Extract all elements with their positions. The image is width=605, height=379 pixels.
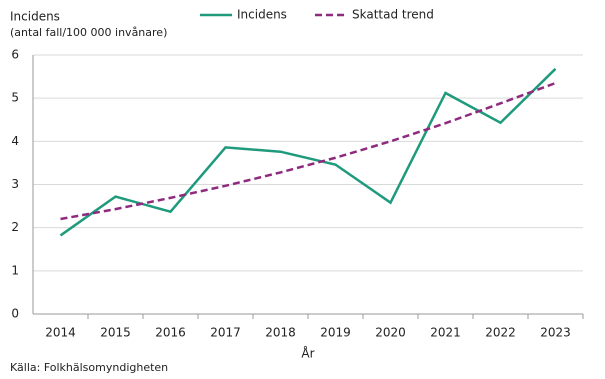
chart-subtitle: (antal fall/100 000 invånare) xyxy=(10,26,167,39)
y-tick-label: 2 xyxy=(11,220,19,234)
x-tick-label: 2019 xyxy=(320,326,351,340)
x-tick-label: 2016 xyxy=(155,326,186,340)
x-tick-label: 2014 xyxy=(45,326,76,340)
x-tick-label: 2022 xyxy=(485,326,516,340)
chart-title: Incidens xyxy=(10,10,60,24)
legend-label: Incidens xyxy=(237,8,287,22)
y-tick-label: 1 xyxy=(11,263,19,277)
series-line xyxy=(60,81,556,221)
source: Källa: Folkhälsomyndigheten xyxy=(10,361,168,374)
y-tick-label: 4 xyxy=(11,134,19,148)
legend-label: Skattad trend xyxy=(352,8,434,22)
x-tick-label: 2023 xyxy=(540,326,571,340)
x-tick-label: 2017 xyxy=(210,326,241,340)
y-tick-label: 3 xyxy=(11,177,19,191)
y-tick-label: 5 xyxy=(11,91,19,105)
series-line xyxy=(59,67,557,237)
x-tick-label: 2015 xyxy=(100,326,131,340)
y-tick-label: 0 xyxy=(11,307,19,321)
y-tick-label: 6 xyxy=(11,48,19,62)
x-tick-label: 2021 xyxy=(430,326,461,340)
x-tick-label: 2020 xyxy=(375,326,406,340)
x-tick-label: 2018 xyxy=(265,326,296,340)
x-axis-label: År xyxy=(301,346,314,361)
